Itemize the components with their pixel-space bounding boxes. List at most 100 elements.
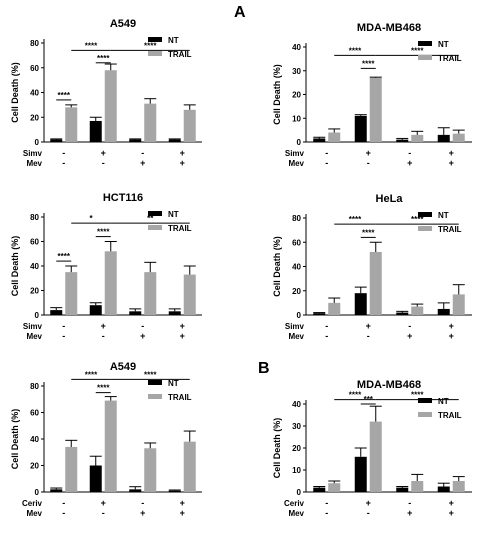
- legend-label-trail: TRAIL: [168, 393, 192, 402]
- chart-title: MDA-MB468: [357, 22, 421, 34]
- row-label-mev: Mev: [288, 509, 304, 518]
- bar-nt-2: [396, 487, 409, 492]
- significance-label: *: [89, 214, 93, 223]
- condition-sign: +: [180, 158, 185, 168]
- condition-sign: -: [325, 158, 328, 168]
- legend-label-nt: NT: [168, 210, 179, 219]
- legend-label-trail: TRAIL: [168, 50, 192, 59]
- bar-trail-2: [144, 272, 157, 315]
- condition-sign: -: [325, 148, 328, 158]
- bar-nt-1: [89, 120, 102, 142]
- condition-sign: +: [140, 158, 145, 168]
- bar-nt-0: [50, 310, 63, 315]
- row-label-mev: Mev: [26, 509, 42, 518]
- bar-nt-0: [50, 139, 63, 142]
- bar-trail-3: [183, 441, 196, 492]
- condition-sign: +: [180, 331, 185, 341]
- condition-sign: +: [101, 498, 106, 508]
- y-tick-label: 40: [30, 89, 39, 98]
- legend-swatch-trail: [148, 225, 162, 230]
- condition-sign: +: [180, 508, 185, 518]
- legend-swatch-trail: [148, 51, 162, 56]
- panel-label-b: B: [258, 360, 270, 377]
- bar-trail-1: [369, 251, 382, 315]
- condition-sign: +: [180, 148, 185, 158]
- y-tick-label: 0: [297, 311, 302, 320]
- bar-nt-3: [437, 308, 450, 315]
- condition-sign: +: [449, 331, 454, 341]
- bar-trail-1: [369, 77, 382, 142]
- row-label-simv: Simv: [23, 149, 43, 158]
- panel-label-a: A: [234, 4, 246, 21]
- row-label-simv: Simv: [23, 322, 43, 331]
- condition-sign: -: [141, 148, 144, 158]
- legend-label-trail: TRAIL: [168, 224, 192, 233]
- y-tick-label: 40: [292, 43, 301, 52]
- significance-label: ****: [349, 215, 362, 224]
- condition-sign: -: [325, 498, 328, 508]
- y-tick-label: 40: [30, 262, 39, 271]
- chart-title: A549: [110, 18, 136, 30]
- bar-trail-3: [452, 294, 465, 315]
- bar-nt-2: [129, 139, 142, 142]
- condition-sign: +: [180, 321, 185, 331]
- bar-trail-1: [104, 400, 117, 492]
- condition-sign: -: [325, 321, 328, 331]
- legend-label-trail: TRAIL: [438, 411, 462, 420]
- condition-sign: -: [102, 508, 105, 518]
- bar-trail-3: [452, 133, 465, 142]
- chart-panel-0: A549 0 20 40 60 80 Cell Death (%) **** **** **** *…: [10, 18, 202, 168]
- y-tick-label: 80: [30, 382, 39, 391]
- condition-sign: +: [407, 158, 412, 168]
- bar-nt-1: [89, 465, 102, 492]
- legend-swatch-nt: [418, 212, 432, 217]
- chart-panel-5: MDA-MB468 0 10 20 30 40 Cell Death (%) **** *** *…: [272, 379, 472, 518]
- bar-trail-2: [144, 103, 157, 142]
- y-tick-label: 60: [292, 238, 301, 247]
- bar-trail-3: [452, 481, 465, 492]
- y-tick-label: 40: [292, 263, 301, 272]
- condition-sign: +: [180, 498, 185, 508]
- y-tick-label: 0: [297, 488, 302, 497]
- condition-sign: -: [62, 508, 65, 518]
- condition-sign: -: [62, 148, 65, 158]
- legend-swatch-nt: [418, 398, 432, 403]
- condition-sign: -: [62, 158, 65, 168]
- bar-trail-2: [411, 481, 424, 492]
- condition-sign: +: [449, 498, 454, 508]
- bar-nt-2: [396, 139, 409, 142]
- condition-sign: -: [62, 498, 65, 508]
- condition-sign: -: [62, 321, 65, 331]
- significance-label: ****: [144, 41, 157, 50]
- bar-trail-0: [328, 483, 341, 492]
- bar-nt-1: [354, 456, 367, 492]
- y-tick-label: 20: [30, 462, 39, 471]
- condition-sign: -: [408, 148, 411, 158]
- bar-nt-0: [50, 489, 63, 492]
- bar-trail-3: [183, 109, 196, 142]
- y-tick-label: 60: [30, 409, 39, 418]
- row-label-mev: Mev: [288, 332, 304, 341]
- bar-trail-0: [328, 302, 341, 315]
- condition-sign: +: [407, 331, 412, 341]
- y-tick-label: 0: [297, 138, 302, 147]
- legend-label-trail: TRAIL: [438, 54, 462, 63]
- condition-sign: +: [366, 321, 371, 331]
- bar-trail-2: [411, 306, 424, 315]
- condition-sign: +: [140, 508, 145, 518]
- condition-sign: -: [141, 498, 144, 508]
- y-axis-label: Cell Death (%): [272, 236, 282, 297]
- significance-label: ****: [144, 370, 157, 379]
- bar-nt-1: [354, 115, 367, 142]
- y-tick-label: 10: [292, 114, 301, 123]
- condition-sign: +: [449, 148, 454, 158]
- row-label-simv: Simv: [285, 149, 305, 158]
- legend-swatch-nt: [148, 37, 162, 42]
- y-tick-label: 80: [292, 214, 301, 223]
- chart-panel-4: A549 0 20 40 60 80 Cell Death (%) **** **** **** N…: [10, 361, 202, 518]
- y-axis-label: Cell Death (%): [10, 236, 20, 297]
- y-tick-label: 10: [292, 466, 301, 475]
- legend-swatch-trail: [418, 226, 432, 231]
- condition-sign: +: [407, 508, 412, 518]
